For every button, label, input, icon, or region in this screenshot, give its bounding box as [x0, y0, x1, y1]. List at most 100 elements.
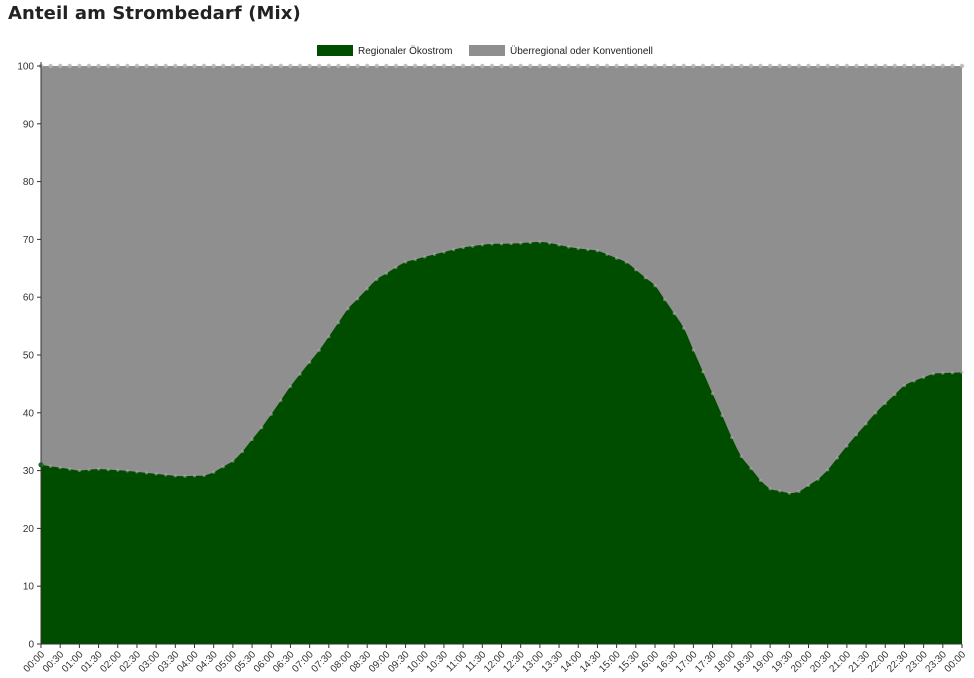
marker-top [537, 63, 543, 69]
marker-top [134, 63, 140, 69]
marker-green [499, 242, 504, 246]
marker-top [854, 63, 859, 69]
y-tick-label: 40 [23, 408, 35, 419]
y-tick-label: 70 [23, 235, 35, 246]
marker-green [960, 370, 964, 374]
marker-green [538, 240, 542, 244]
marker-green [308, 360, 312, 364]
marker-green [135, 470, 139, 474]
marker-green [845, 444, 849, 448]
marker-top [432, 63, 437, 69]
legend-label-2: Überregional oder Konventionell [510, 45, 653, 57]
marker-green [336, 321, 341, 325]
marker-top [700, 63, 706, 69]
marker-green [806, 483, 811, 487]
marker-top [77, 63, 82, 69]
marker-green [519, 241, 523, 245]
x-tick-label: 00:00 [943, 649, 969, 675]
marker-top [643, 63, 648, 69]
marker-green [125, 469, 129, 473]
marker-green [471, 244, 475, 248]
marker-green [615, 256, 619, 260]
marker-top [297, 63, 303, 69]
marker-green [547, 241, 552, 245]
marker-green [77, 468, 81, 473]
marker-top [614, 63, 619, 69]
marker-top [806, 63, 811, 69]
marker-top [950, 63, 955, 69]
x-tick-label: 11:00 [444, 649, 469, 674]
marker-top [691, 63, 696, 69]
marker-green [902, 383, 907, 388]
marker-top [787, 63, 792, 69]
marker-top [192, 63, 197, 69]
y-tick-label: 100 [17, 62, 34, 73]
marker-top [710, 63, 715, 69]
marker-top [681, 63, 686, 69]
marker-green [749, 466, 753, 471]
marker-top [585, 63, 591, 69]
marker-green [317, 348, 321, 352]
marker-green [442, 250, 446, 254]
marker-top [144, 63, 149, 69]
marker-green [931, 372, 935, 376]
marker-top [422, 63, 427, 69]
marker-green [567, 245, 571, 249]
marker-top [547, 63, 552, 69]
marker-top [595, 63, 600, 69]
marker-green [653, 284, 657, 288]
marker-green [461, 245, 465, 250]
marker-green [116, 468, 120, 472]
marker-top [892, 63, 898, 69]
marker-green [355, 297, 360, 301]
marker-green [164, 473, 168, 477]
marker-top [259, 63, 264, 69]
marker-green [327, 334, 331, 339]
marker-green [835, 456, 839, 460]
marker-green [346, 307, 350, 311]
marker-top [230, 63, 236, 69]
marker-green [720, 413, 724, 418]
marker-green [691, 348, 695, 352]
marker-top [777, 63, 782, 69]
marker-top [835, 63, 840, 69]
marker-green [240, 449, 245, 454]
marker-green [701, 370, 705, 374]
marker-top [556, 63, 562, 69]
marker-green [672, 311, 676, 316]
marker-top [863, 63, 869, 69]
marker-green [183, 474, 187, 478]
legend: Regionaler Ökostrom Überregional oder Kon… [317, 45, 653, 57]
marker-green [298, 372, 302, 376]
marker-top [518, 63, 523, 69]
marker-top [182, 63, 188, 69]
marker-green [778, 489, 782, 493]
y-tick-label: 10 [23, 582, 35, 593]
y-tick-label: 60 [23, 293, 35, 304]
marker-green [557, 243, 561, 247]
marker-green [106, 467, 110, 472]
marker-green [154, 472, 158, 476]
x-tick-label: 10:30 [425, 649, 451, 675]
marker-top [528, 63, 533, 69]
marker-green [710, 392, 715, 396]
marker-green [682, 326, 686, 330]
marker-green [854, 433, 859, 437]
marker-green [883, 401, 887, 406]
marker-green [768, 487, 772, 491]
marker-green [68, 467, 72, 471]
marker-top [959, 63, 965, 69]
marker-top [269, 63, 274, 69]
marker-green [758, 478, 763, 482]
marker-top [758, 63, 763, 69]
marker-green [816, 477, 820, 481]
marker-top [451, 63, 456, 69]
marker-green [605, 252, 609, 256]
chart-markers [38, 63, 965, 495]
marker-green [451, 247, 456, 252]
marker-top [336, 63, 341, 69]
marker-top [671, 63, 677, 69]
marker-top [412, 63, 418, 69]
marker-green [375, 277, 379, 281]
